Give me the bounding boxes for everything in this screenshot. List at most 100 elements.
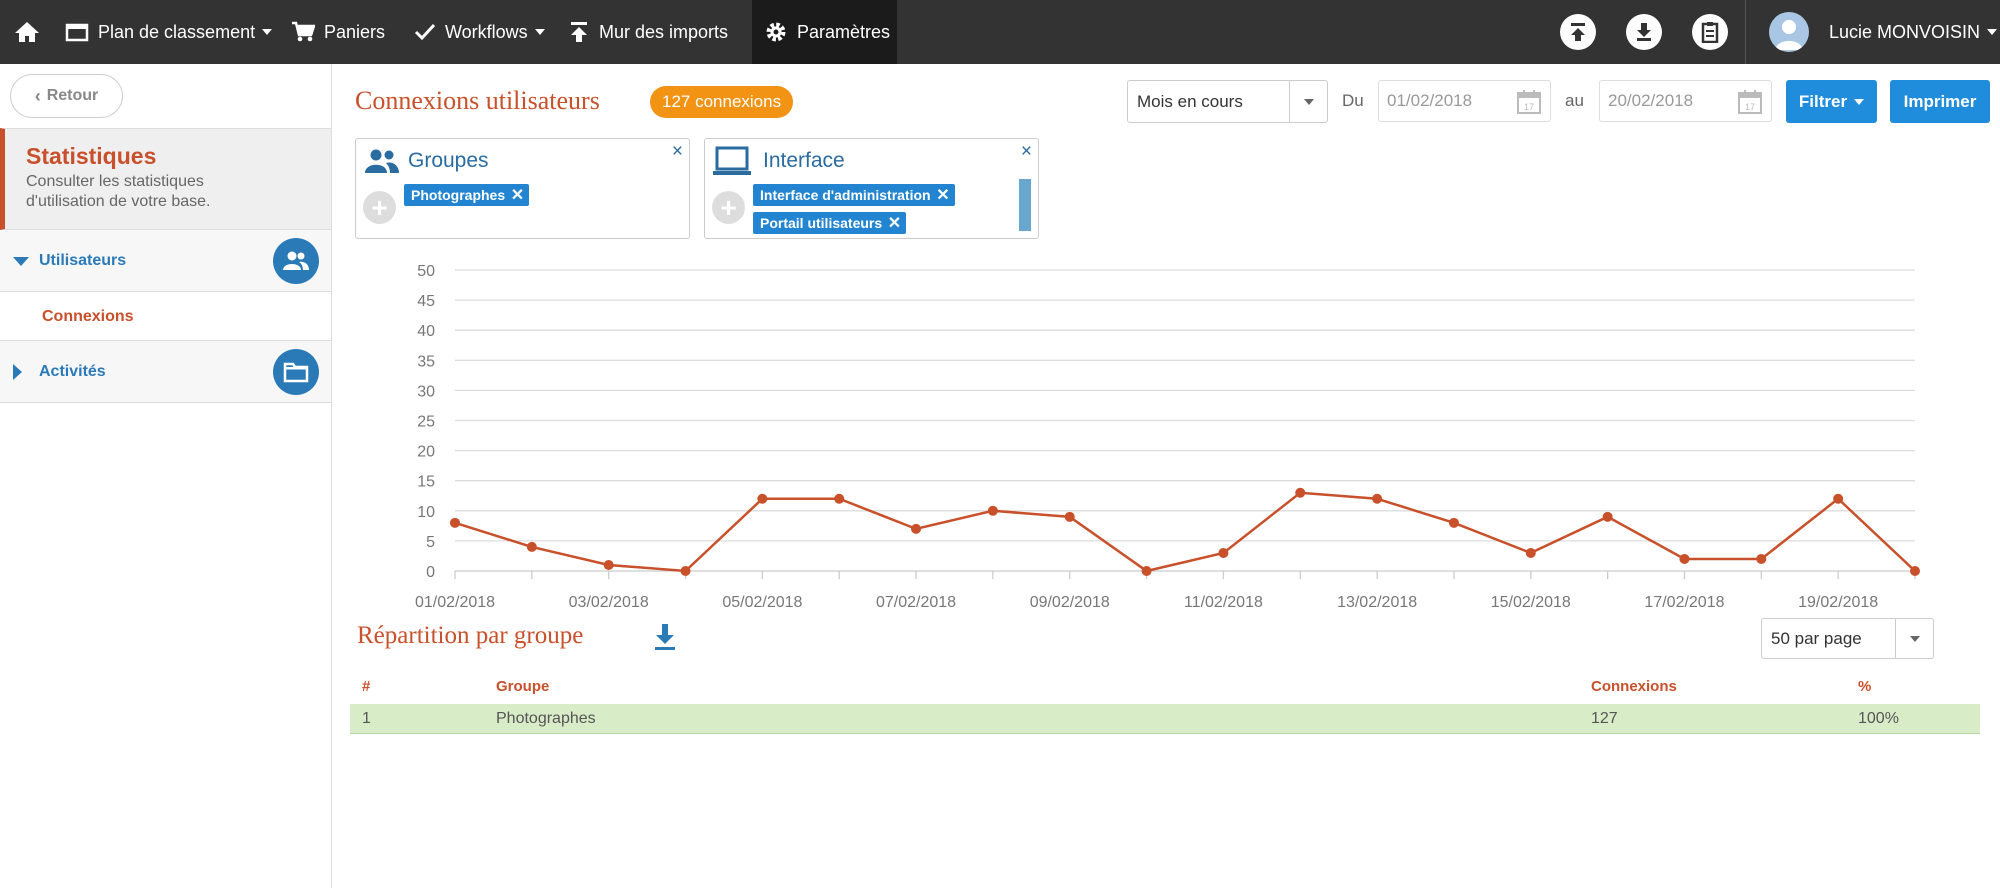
add-interface-button[interactable]: + xyxy=(712,191,745,224)
chevron-down-icon xyxy=(1289,81,1327,122)
connexions-chart: 0 5 10 15 20 25 30 35 40 45 50 01/02/2018 03/02/2018… xyxy=(395,255,1920,615)
y-tick-label: 45 xyxy=(417,293,435,310)
calendar-icon[interactable]: 17 xyxy=(1737,89,1763,115)
remove-tag-icon[interactable]: ✕ xyxy=(936,187,950,204)
column-header[interactable]: # xyxy=(362,677,371,695)
table-row[interactable]: 1 Photographes 127 100% xyxy=(350,704,1980,734)
sidebar-item-activites[interactable]: Activités xyxy=(0,341,331,403)
y-tick-label: 0 xyxy=(426,564,435,581)
interface-tag: Interface d'administration ✕ xyxy=(753,184,955,206)
tag-label: Interface d'administration xyxy=(760,187,931,203)
x-tick-label: 17/02/2018 xyxy=(1644,594,1724,611)
to-label: au xyxy=(1565,91,1584,110)
chevron-down-icon xyxy=(262,29,273,35)
user-icon xyxy=(1775,20,1803,50)
print-button[interactable]: Imprimer xyxy=(1890,80,1990,123)
chevron-down-icon xyxy=(1854,98,1865,105)
statistics-header: Statistiques Consulter les statistiques … xyxy=(0,128,331,230)
period-value: Mois en cours xyxy=(1137,91,1243,111)
data-point xyxy=(526,541,537,552)
row-index: 1 xyxy=(362,709,371,727)
table-header: # Groupe Connexions % xyxy=(350,668,1980,704)
data-point xyxy=(834,493,845,504)
print-label: Imprimer xyxy=(1903,91,1977,111)
nav-workflows[interactable]: Workflows xyxy=(414,0,545,64)
series-line xyxy=(454,491,1916,573)
data-point xyxy=(1295,487,1306,498)
clipboard-button[interactable] xyxy=(1692,14,1728,50)
remove-tag-icon[interactable]: ✕ xyxy=(510,187,525,204)
per-page-select[interactable]: 50 par page xyxy=(1761,618,1934,659)
data-point xyxy=(1372,493,1383,504)
x-tick-label: 05/02/2018 xyxy=(722,594,802,611)
download-icon[interactable] xyxy=(652,622,678,657)
nav-paniers[interactable]: Paniers xyxy=(291,0,385,64)
sidebar-description: Consulter les statistiques d'utilisation… xyxy=(26,173,211,210)
data-point xyxy=(1910,566,1920,576)
groups-card-title: Groupes xyxy=(408,149,489,172)
navbar-divider xyxy=(1745,0,1746,64)
user-menu[interactable]: Lucie MONVOISIN xyxy=(1829,0,1998,64)
gear-icon xyxy=(766,22,786,42)
column-header[interactable]: Connexions xyxy=(1591,677,1677,695)
nav-mur-des-imports[interactable]: Mur des imports xyxy=(568,0,728,64)
sidebar-item-label: Utilisateurs xyxy=(39,252,127,269)
laptop-icon xyxy=(713,146,751,175)
home-button[interactable] xyxy=(14,0,49,64)
sidebar: ‹ Retour Statistiques Consulter les stati… xyxy=(0,64,332,888)
avatar[interactable] xyxy=(1769,12,1809,52)
y-tick-label: 10 xyxy=(417,504,435,521)
data-point xyxy=(1756,553,1767,564)
y-tick-label: 5 xyxy=(426,534,435,551)
remove-tag-icon[interactable]: ✕ xyxy=(887,215,902,232)
nav-plan-de-classement[interactable]: Plan de classement xyxy=(65,0,273,64)
data-point xyxy=(450,517,460,528)
sidebar-item-utilisateurs[interactable]: Utilisateurs xyxy=(0,230,331,292)
sidebar-item-connexions[interactable]: Connexions xyxy=(0,293,331,341)
to-date-input[interactable]: 20/02/2018 17 xyxy=(1599,80,1772,122)
per-page-value: 50 par page xyxy=(1771,628,1862,648)
data-point xyxy=(987,505,998,516)
nav-parametres[interactable]: Paramètres xyxy=(752,0,897,64)
data-point xyxy=(680,566,691,576)
from-label: Du xyxy=(1342,91,1364,110)
y-tick-label: 35 xyxy=(417,353,435,370)
data-point xyxy=(1064,511,1075,522)
period-select[interactable]: Mois en cours xyxy=(1127,80,1328,123)
x-tick-label: 09/02/2018 xyxy=(1030,594,1110,611)
users-icon xyxy=(365,149,399,173)
from-date-input[interactable]: 01/02/2018 17 xyxy=(1378,80,1551,122)
sidebar-title: Statistiques xyxy=(26,143,157,169)
caret-down-icon xyxy=(13,257,29,266)
download-button[interactable] xyxy=(1626,14,1662,50)
row-percent: 100% xyxy=(1858,709,1899,727)
filter-button[interactable]: Filtrer xyxy=(1786,80,1877,123)
back-button[interactable]: ‹ Retour xyxy=(10,74,123,118)
y-tick-label: 15 xyxy=(417,474,435,491)
from-date-value: 01/02/2018 xyxy=(1387,91,1473,110)
chevron-down-icon xyxy=(1987,29,1998,35)
data-point xyxy=(1602,511,1613,522)
data-point xyxy=(911,523,922,534)
tag-label: Portail utilisateurs xyxy=(760,215,883,231)
column-header[interactable]: Groupe xyxy=(496,677,550,695)
calendar-icon[interactable]: 17 xyxy=(1516,89,1542,115)
nav-label: Plan de classement xyxy=(98,21,256,42)
close-icon[interactable]: × xyxy=(671,141,683,162)
upload-arrow-icon xyxy=(571,22,587,42)
upload-button[interactable] xyxy=(1560,14,1596,50)
add-group-button[interactable]: + xyxy=(363,191,396,224)
y-tick-label: 20 xyxy=(417,444,435,461)
sidebar-item-label: Activités xyxy=(39,363,106,380)
chevron-down-icon xyxy=(534,29,545,35)
scrollbar[interactable] xyxy=(1019,179,1031,231)
chevron-down-icon xyxy=(1895,619,1933,658)
x-tick-label: 03/02/2018 xyxy=(569,594,649,611)
connexions-count-badge: 127 connexions xyxy=(650,86,794,118)
close-icon[interactable]: × xyxy=(1020,141,1032,162)
page-title: Connexions utilisateurs xyxy=(355,86,600,115)
back-label: Retour xyxy=(46,87,99,104)
caret-right-icon xyxy=(13,364,22,380)
column-header[interactable]: % xyxy=(1858,677,1872,695)
svg-text:17: 17 xyxy=(1524,102,1534,112)
